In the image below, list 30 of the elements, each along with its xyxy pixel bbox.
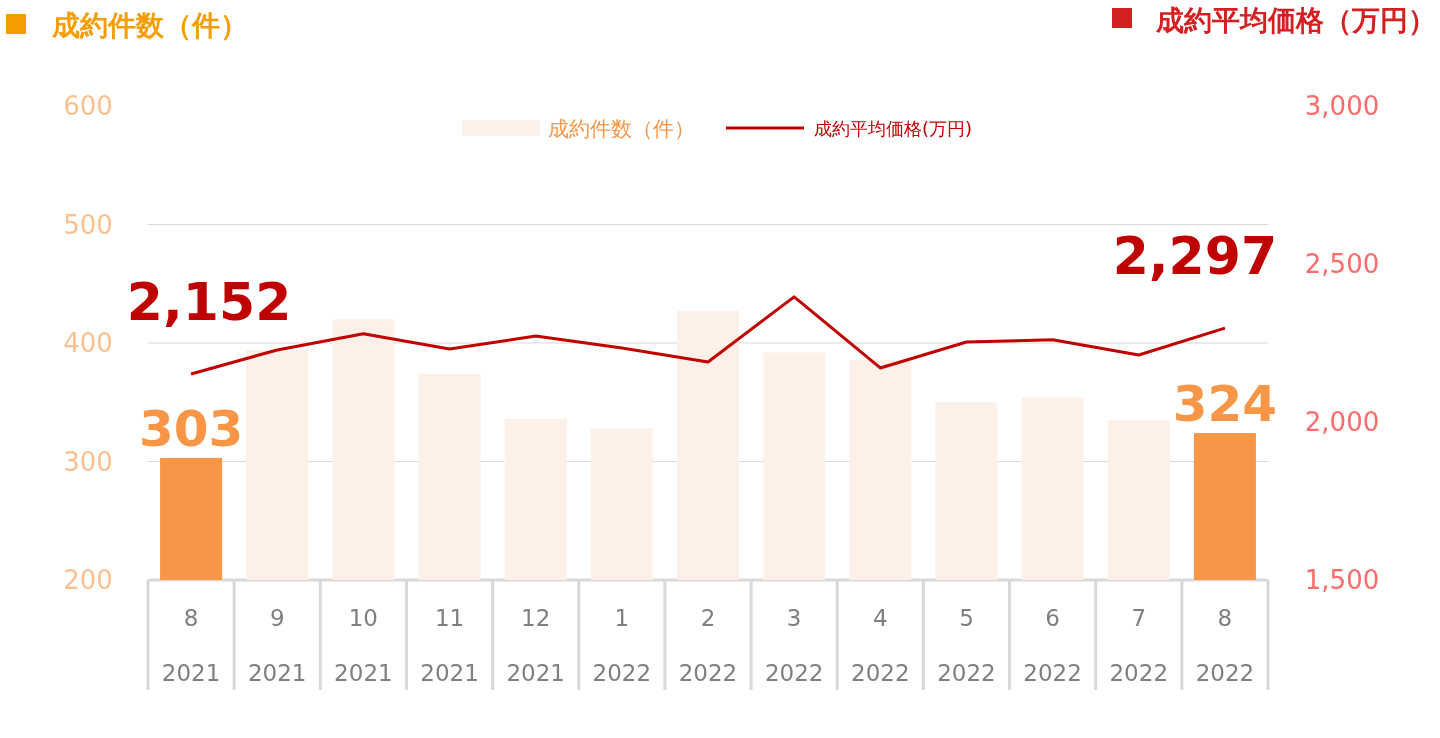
data-label: 2,152	[126, 271, 292, 332]
y2-tick-label: 1,500	[1304, 565, 1380, 595]
category-label: 10 2021	[334, 605, 393, 686]
category-label: 7 2022	[1109, 605, 1169, 686]
y2-tick-label: 2,000	[1304, 407, 1380, 437]
y-tick-label: 400	[63, 328, 113, 358]
category-label: 9 2021	[247, 605, 307, 686]
category-label: 11 2021	[420, 605, 479, 686]
y-tick-label: 200	[63, 565, 113, 595]
data-label: 324	[1172, 375, 1278, 434]
y2-axis-title: 成約平均価格（万円）	[1155, 4, 1436, 37]
category-label: 1 2022	[592, 605, 652, 686]
category-label: 6 2022	[1023, 605, 1082, 686]
y-tick-label: 500	[63, 209, 113, 240]
category-label: 5 2022	[937, 605, 996, 686]
category-label: 12 2021	[506, 605, 565, 686]
data-label: 303	[138, 399, 244, 458]
y2-tick-label: 3,000	[1304, 91, 1380, 121]
category-label: 3 2022	[764, 605, 824, 686]
category-label: 2 2022	[678, 605, 738, 686]
y2-tick-label: 2,500	[1304, 249, 1380, 279]
category-label: 4 2022	[851, 605, 910, 686]
y-axis-title: 成約件数（件）	[51, 9, 248, 42]
y-tick-label: 600	[63, 91, 113, 121]
data-label: 2,297	[1112, 226, 1278, 287]
legend-label: 成約件数（件）	[548, 117, 695, 141]
legend-label: 成約平均価格(万円)	[814, 118, 973, 139]
category-label: 8 2022	[1195, 605, 1255, 686]
y-tick-label: 300	[63, 446, 113, 477]
category-label: 8 2021	[161, 605, 221, 686]
